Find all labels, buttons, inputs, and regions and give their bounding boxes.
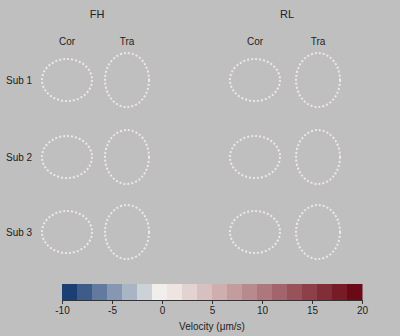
colorbar-swatch [197, 284, 213, 300]
group-title: FH [90, 8, 105, 20]
brain-outline [230, 136, 280, 178]
colorbar-swatch [122, 284, 138, 300]
colorbar-swatch [62, 284, 78, 300]
brain-outline [230, 59, 280, 101]
brain-outline [105, 205, 149, 259]
column-title: Cor [247, 36, 264, 47]
colorbar-swatch [227, 284, 243, 300]
colorbar-axis: -10 -5 0 5 10 15 20 [55, 300, 368, 316]
tick-label: 10 [257, 305, 269, 316]
brain-outline [296, 53, 340, 107]
tick-label: -5 [108, 305, 117, 316]
brain-outline [296, 130, 340, 184]
tick-label: -10 [55, 305, 70, 316]
colorbar-swatch [77, 284, 93, 300]
colorbar-swatch [107, 284, 123, 300]
tick-label: 15 [307, 305, 319, 316]
brain-outline [42, 211, 92, 253]
colorbar [62, 284, 363, 300]
colorbar-swatch [272, 284, 288, 300]
tick-label: 20 [357, 305, 369, 316]
colorbar-swatch [287, 284, 303, 300]
tick-mark [262, 300, 263, 304]
tick-mark [362, 300, 363, 304]
tick-mark [112, 300, 113, 304]
colorbar-label: Velocity (μm/s) [179, 321, 245, 332]
tick: 0 [160, 300, 166, 316]
column-title: Cor [59, 36, 76, 47]
brain-outline [230, 211, 280, 253]
colorbar-swatch [137, 284, 153, 300]
column-title: Tra [120, 36, 135, 47]
colorbar-swatch [257, 284, 273, 300]
brain-outline [105, 53, 149, 107]
tick-label: 5 [210, 305, 216, 316]
tick: 10 [257, 300, 269, 316]
tick-mark [312, 300, 313, 304]
brain-outline [296, 205, 340, 259]
colorbar-swatch [332, 284, 348, 300]
tick-mark [212, 300, 213, 304]
tick: 20 [357, 300, 369, 316]
tick-mark [62, 300, 63, 304]
row-label: Sub 1 [6, 75, 33, 86]
colorbar-swatch [182, 284, 198, 300]
figure: FH RL Cor Tra Cor Tra Sub 1 Sub 2 Sub 3 -10 -5 0 5 10… [0, 0, 400, 336]
colorbar-swatch [152, 284, 168, 300]
brain-outline [42, 136, 92, 178]
tick: 5 [210, 300, 216, 316]
tick: 15 [307, 300, 319, 316]
colorbar-swatch [242, 284, 258, 300]
colorbar-swatch [347, 284, 363, 300]
colorbar-swatch [212, 284, 228, 300]
tick-label: 0 [160, 305, 166, 316]
colorbar-swatch [92, 284, 108, 300]
colorbar-swatch [302, 284, 318, 300]
colorbar-swatch [167, 284, 183, 300]
group-title: RL [280, 8, 294, 20]
brain-outline [42, 59, 92, 101]
brain-outline [105, 130, 149, 184]
row-label: Sub 2 [6, 152, 33, 163]
tick-mark [162, 300, 163, 304]
background [0, 0, 400, 336]
colorbar-swatch [317, 284, 333, 300]
tick: -10 [55, 300, 70, 316]
tick: -5 [108, 300, 117, 316]
row-label: Sub 3 [6, 227, 33, 238]
column-title: Tra [311, 36, 326, 47]
